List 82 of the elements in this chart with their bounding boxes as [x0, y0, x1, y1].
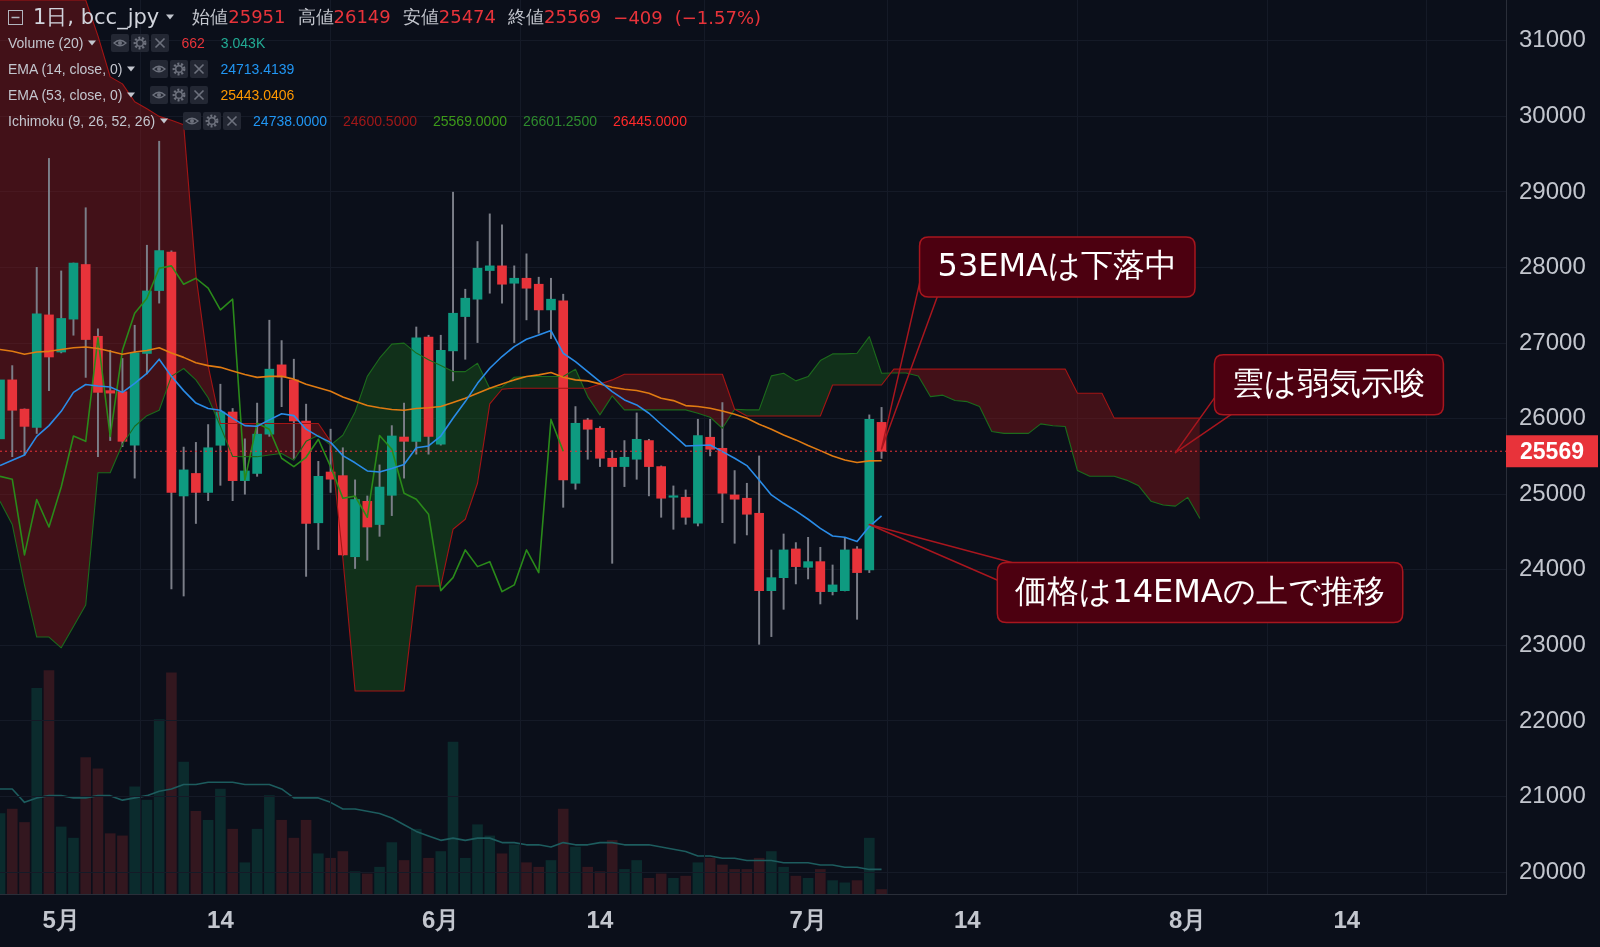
bar	[276, 819, 287, 894]
bar	[692, 862, 704, 894]
y-tick-label: 25000	[1519, 478, 1586, 506]
x-tick-label: 6月	[422, 906, 460, 934]
bar	[178, 761, 189, 894]
y-tick-label: 21000	[1519, 781, 1586, 809]
bar	[129, 786, 141, 894]
bar	[741, 869, 753, 894]
text: Ichimoku (9, 26, 52, 26) 24738.0000 24600.5000 25569.0000 26601.2500 26445.0000	[8, 113, 687, 129]
bar	[557, 808, 569, 894]
bar	[423, 857, 434, 894]
bar	[545, 860, 557, 894]
bar	[570, 846, 581, 894]
bar	[496, 853, 508, 894]
x-tick-label: 14	[1333, 906, 1361, 934]
bar	[802, 878, 814, 894]
bar	[435, 851, 447, 894]
bar	[300, 819, 312, 894]
bar	[361, 873, 373, 894]
bar	[239, 862, 251, 894]
y-tick-label: 22000	[1519, 705, 1586, 733]
bar	[80, 757, 92, 894]
bar	[668, 878, 679, 894]
bar	[202, 819, 214, 894]
y-tick-label: 29000	[1519, 176, 1586, 204]
bar	[31, 688, 43, 894]
bar	[790, 875, 802, 894]
candlestick	[729, 470, 740, 544]
y-tick-label: 27000	[1519, 327, 1586, 355]
bar	[313, 853, 324, 894]
bar	[166, 672, 177, 894]
annotation: 雲は弱気示唆	[1232, 363, 1426, 402]
y-tick-label: 28000	[1519, 252, 1586, 280]
bar	[643, 878, 655, 894]
bar	[876, 889, 887, 894]
text: EMA (53, close, 0) 25443.0406	[8, 87, 295, 103]
annotation: 53EMAは下落中	[937, 246, 1177, 285]
bar	[410, 828, 422, 894]
bar	[508, 844, 520, 894]
bar	[141, 799, 153, 894]
y-tick-label: 26000	[1519, 403, 1586, 431]
x-tick-label: 7月	[789, 906, 827, 934]
candlestick	[668, 485, 679, 530]
y-tick-label: 31000	[1519, 25, 1586, 53]
bar	[398, 860, 410, 894]
bar	[153, 719, 165, 894]
bar	[815, 869, 826, 894]
annotation: 価格は14EMAの上で推移	[1015, 571, 1385, 610]
bar	[606, 840, 618, 894]
bar	[851, 880, 863, 894]
bar	[92, 768, 104, 894]
bar	[447, 741, 459, 894]
candlestick	[509, 265, 520, 343]
x-tick-label: 14	[207, 906, 235, 934]
bar	[863, 837, 875, 894]
text: Volume (20) 662 3.043K	[8, 35, 266, 51]
bar	[704, 857, 716, 894]
bar	[288, 837, 300, 894]
bar	[43, 670, 55, 894]
candlestick	[484, 213, 495, 294]
y-tick-label: 20000	[1519, 856, 1586, 884]
bar	[190, 810, 202, 894]
bar	[264, 795, 275, 894]
text: 始値25951 高値26149 安値25474 終値25569 −409 (−1.57%)	[192, 6, 762, 28]
x-tick-label: 14	[586, 906, 614, 934]
text: EMA (14, close, 0) 24713.4139	[8, 61, 295, 77]
bar	[655, 873, 667, 894]
bar	[251, 828, 263, 894]
x-tick-label: 14	[953, 906, 982, 934]
y-tick-label: 30000	[1519, 101, 1586, 128]
y-tick-label: 24000	[1519, 554, 1586, 582]
bar	[680, 875, 691, 894]
bar	[594, 871, 606, 894]
bar	[227, 828, 238, 894]
x-tick-label: 8月	[1168, 906, 1207, 934]
x-tick-label: 5月	[42, 906, 80, 934]
bar	[582, 866, 594, 894]
y-tick-label: 23000	[1519, 630, 1586, 657]
bar	[349, 871, 361, 894]
chart-title: 1日, bcc_jpy	[33, 4, 160, 31]
bar	[215, 788, 226, 894]
ref-line-label: 25569	[1520, 437, 1584, 464]
